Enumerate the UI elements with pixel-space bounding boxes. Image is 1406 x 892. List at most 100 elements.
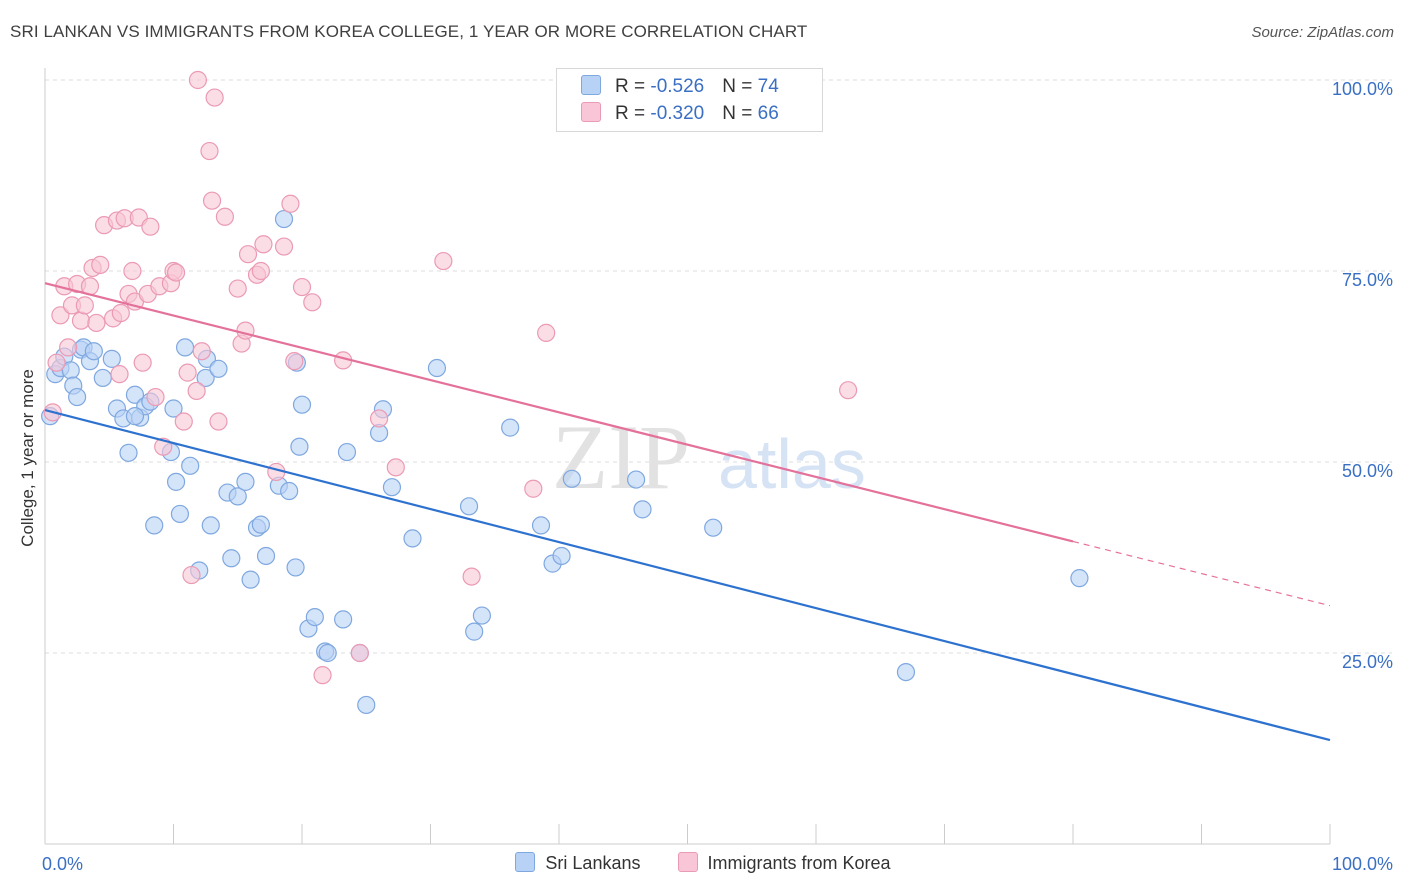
sri-lankan-point xyxy=(334,610,353,629)
legend-item-sri-lankans[interactable]: Sri Lankans xyxy=(515,852,640,874)
y-tick-label: 75.0% xyxy=(1342,270,1393,290)
korea-point xyxy=(71,311,91,330)
sri-lankan-point xyxy=(427,358,447,378)
watermark: ZIP atlas xyxy=(552,406,866,508)
sri-lankan-point xyxy=(102,349,121,368)
legend-row-korea: R = -0.320 N = 66 xyxy=(581,102,779,128)
korea-point xyxy=(146,387,165,407)
sri-lankan-point xyxy=(896,662,916,682)
sri-lankan-point xyxy=(68,387,87,407)
sri-lankan-point xyxy=(318,643,337,663)
n-value: 74 xyxy=(757,76,779,97)
korea-point xyxy=(202,191,222,210)
korea-point xyxy=(192,342,211,361)
gridlines xyxy=(45,79,1392,654)
y-tick-label: 25.0% xyxy=(1342,652,1393,672)
sri-lankan-point xyxy=(125,385,145,404)
sri-lankan-point xyxy=(175,338,195,357)
sri-lankan-point xyxy=(305,607,324,627)
sri-lankan-point xyxy=(337,442,357,462)
n-value: 66 xyxy=(757,103,779,124)
watermark-zip: ZIP xyxy=(552,406,690,508)
chart-source: Source: ZipAtlas.com xyxy=(1251,24,1394,41)
korea-point xyxy=(178,363,197,382)
sri-lankan-point xyxy=(201,516,220,535)
korea-point xyxy=(215,207,234,226)
sri-lankan-point xyxy=(357,695,376,715)
y-tick-label: 100.0% xyxy=(1332,79,1393,99)
korea-point xyxy=(462,567,481,586)
korea-point xyxy=(123,261,142,281)
korea-point xyxy=(59,338,78,357)
korea-trend-line xyxy=(44,282,1074,543)
sri-lankan-point xyxy=(274,209,294,229)
sri-lankan-point xyxy=(166,472,186,491)
tick-labels: 25.0% 50.0% 75.0% 100.0% 0.0% 100.0% xyxy=(42,79,1393,874)
korea-point xyxy=(205,88,224,107)
korea-point xyxy=(110,365,129,384)
sri-lankan-point xyxy=(256,546,276,566)
sri-lankan-point xyxy=(209,359,228,378)
x-tick-label: 100.0% xyxy=(1332,854,1393,874)
korea-point xyxy=(228,279,247,298)
korea-point xyxy=(200,141,219,161)
sri-lankan-point xyxy=(164,399,183,418)
y-tick-label: 50.0% xyxy=(1342,461,1393,481)
korea-point xyxy=(274,237,294,256)
sri-lankan-point xyxy=(290,437,309,456)
korea-point xyxy=(303,293,322,312)
r-value: -0.320 xyxy=(650,103,705,124)
sri-lankan-trend-line xyxy=(44,408,1331,742)
sri-lankan-point xyxy=(633,500,652,519)
korea-point xyxy=(251,261,270,281)
legend-swatch-blue xyxy=(515,852,536,872)
korea-point xyxy=(370,409,389,428)
korea-point xyxy=(236,321,255,340)
sri-lankan-point xyxy=(465,622,484,641)
legend-swatch-blue xyxy=(581,75,601,95)
correlation-legend: R = -0.526 N = 74 R = -0.320 N = 66 xyxy=(556,68,823,132)
n-label: N = xyxy=(722,103,758,124)
sri-lankan-point xyxy=(704,518,723,537)
legend-label: Sri Lankans xyxy=(545,853,641,873)
korea-point xyxy=(91,255,110,274)
korea-point xyxy=(254,235,273,254)
sri-lankan-point xyxy=(626,470,646,489)
korea-point xyxy=(75,296,94,315)
sri-lankan-point xyxy=(531,516,551,535)
r-label: R = xyxy=(615,103,651,124)
sri-lankan-point xyxy=(1070,569,1089,588)
korea-point xyxy=(313,666,332,685)
sri-lankan-point xyxy=(251,515,270,534)
sri-lankan-point xyxy=(145,516,164,535)
sri-lankan-point xyxy=(125,407,145,426)
korea-point xyxy=(292,277,312,297)
r-value: -0.526 xyxy=(650,76,705,97)
y-axis-label: College, 1 year or more xyxy=(18,369,37,547)
sri-lankan-point xyxy=(170,504,190,524)
korea-point xyxy=(350,643,369,663)
sri-lankan-point xyxy=(292,395,312,414)
korea-point xyxy=(51,306,70,325)
n-label: N = xyxy=(722,76,758,97)
sri-lankan-point xyxy=(562,469,581,488)
korea-point xyxy=(434,251,453,271)
sri-lankan-point xyxy=(501,418,520,437)
legend-swatch-pink xyxy=(677,852,698,872)
sri-lankan-point xyxy=(280,481,299,501)
sri-lankan-point xyxy=(552,546,571,566)
korea-point xyxy=(111,303,130,323)
trend-lines xyxy=(44,282,1331,742)
korea-point xyxy=(133,353,152,372)
korea-point xyxy=(187,381,206,401)
series-legend: Sri Lankans Immigrants from Korea xyxy=(0,852,1406,874)
korea-point xyxy=(238,245,258,264)
korea-point xyxy=(209,412,228,431)
korea-point xyxy=(141,217,160,236)
korea-point xyxy=(47,353,66,372)
legend-item-korea[interactable]: Immigrants from Korea xyxy=(677,852,891,874)
korea-point xyxy=(166,263,186,282)
korea-point xyxy=(87,313,106,333)
korea-point xyxy=(386,458,405,477)
